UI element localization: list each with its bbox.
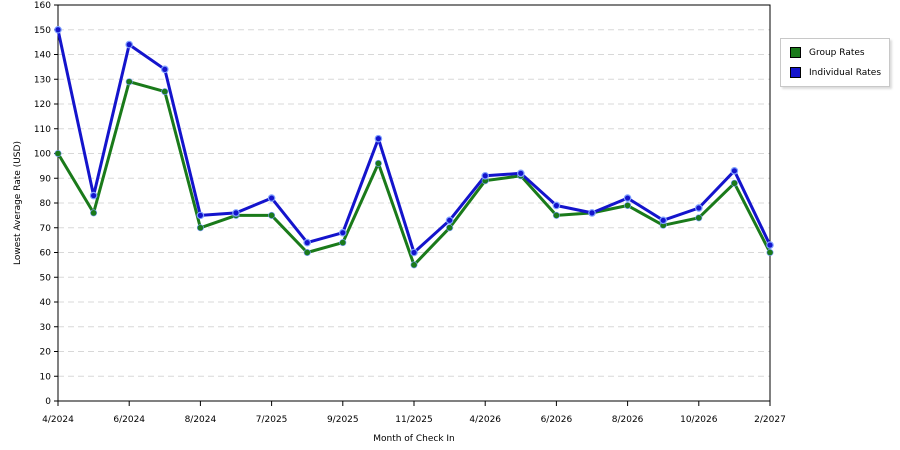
x-tick-label: 2/2027: [754, 415, 786, 425]
legend-swatch-individual: [790, 67, 801, 78]
data-point-group: [90, 209, 98, 217]
data-point-individual: [196, 211, 205, 220]
x-tick-label: 4/2026: [469, 415, 501, 425]
data-point-individual: [161, 65, 169, 74]
data-point-group: [268, 211, 276, 219]
y-tick-label: 120: [34, 100, 51, 110]
data-point-individual: [659, 216, 668, 225]
series-line-group: [56, 80, 772, 267]
data-point-individual: [338, 228, 347, 237]
data-point-group: [446, 224, 454, 232]
axis-ticks: 0 10 20 30 40 50 60 70 80 90 100 110 120 130 140 150 160…: [34, 1, 786, 425]
y-tick-label: 140: [34, 51, 51, 61]
data-point-individual: [303, 238, 312, 247]
data-point-individual: [730, 167, 739, 175]
data-point-group: [374, 159, 382, 167]
y-tick-label: 20: [40, 348, 52, 358]
y-tick-label: 110: [34, 125, 51, 135]
x-tick-label: 11/2025: [395, 415, 432, 425]
x-tick-label: 9/2025: [327, 415, 359, 425]
data-series: [54, 25, 774, 269]
data-point-individual: [623, 194, 632, 202]
y-tick-label: 70: [40, 224, 52, 234]
data-point-individual: [481, 171, 490, 180]
x-tick-label: 10/2026: [680, 415, 718, 425]
data-point-individual: [588, 209, 596, 217]
legend-item-group: Group Rates: [790, 47, 865, 58]
x-tick-label: 6/2026: [541, 415, 573, 425]
x-tick-label: 8/2026: [612, 415, 644, 425]
x-tick-label: 7/2025: [256, 415, 288, 425]
y-tick-label: 10: [40, 372, 52, 382]
x-tick-label: 8/2024: [185, 415, 217, 425]
data-point-group: [339, 239, 347, 247]
data-point-group: [303, 249, 311, 257]
data-point-individual: [516, 169, 525, 178]
y-tick-label: 100: [34, 150, 51, 160]
y-tick-label: 160: [34, 1, 51, 11]
legend-label-individual: Individual Rates: [809, 67, 882, 78]
data-point-individual: [694, 204, 703, 212]
data-point-individual: [125, 40, 134, 49]
y-tick-label: 50: [40, 273, 52, 283]
data-point-group: [695, 214, 703, 222]
x-tick-label: 4/2024: [42, 415, 74, 425]
data-point-group: [54, 150, 62, 158]
data-point-individual: [232, 209, 240, 217]
data-point-individual: [54, 25, 62, 34]
y-tick-label: 80: [40, 199, 52, 209]
y-tick-label: 40: [40, 298, 52, 308]
y-tick-label: 130: [34, 75, 51, 85]
data-point-individual: [766, 241, 774, 249]
legend-label-group: Group Rates: [809, 47, 865, 58]
y-tick-label: 0: [45, 397, 51, 407]
y-axis-label: Lowest Average Rate (USD): [13, 141, 23, 265]
data-point-individual: [267, 194, 276, 202]
grid-lines: [58, 29, 770, 377]
data-point-group: [766, 249, 774, 257]
x-axis-label: Month of Check In: [373, 434, 455, 444]
data-point-group: [624, 201, 632, 209]
y-tick-label: 60: [40, 249, 52, 259]
data-point-group: [196, 224, 204, 232]
y-tick-label: 90: [40, 174, 52, 184]
data-point-group: [730, 179, 738, 187]
data-point-individual: [410, 248, 418, 257]
data-point-group: [410, 261, 418, 269]
data-point-individual: [552, 201, 561, 210]
legend-item-individual: Individual Rates: [790, 67, 881, 78]
data-point-group: [161, 88, 169, 96]
data-point-individual: [445, 216, 454, 225]
y-tick-label: 30: [40, 323, 52, 333]
y-tick-label: 150: [34, 26, 51, 36]
legend: Group Rates Individual Rates: [780, 38, 890, 87]
legend-swatch-group: [790, 47, 801, 58]
data-point-individual: [374, 134, 383, 143]
data-point-group: [125, 78, 133, 86]
x-tick-label: 6/2024: [113, 415, 145, 425]
data-point-group: [552, 211, 560, 219]
data-point-individual: [89, 191, 98, 200]
